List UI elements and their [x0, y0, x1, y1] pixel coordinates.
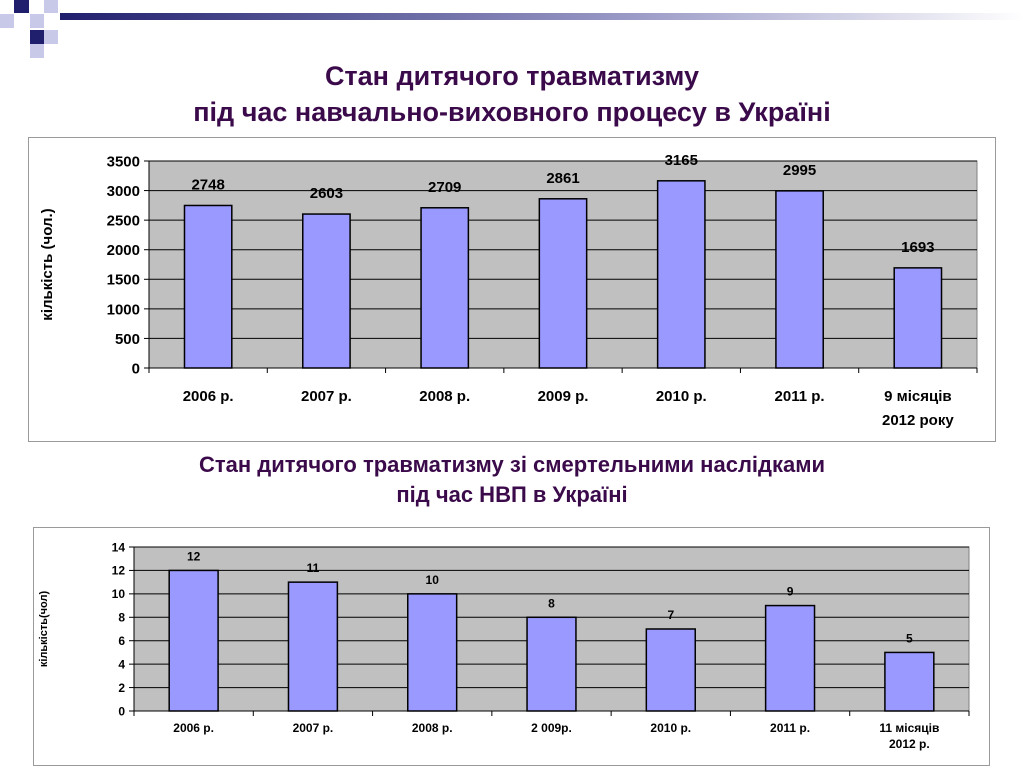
chart1-category-label: 2007 р. — [301, 388, 352, 405]
chart2-ytick-label: 6 — [118, 634, 125, 648]
chart2-bar — [645, 628, 696, 712]
chart1-ytick-label: 0 — [132, 360, 140, 377]
chart2-bar — [168, 569, 219, 712]
chart2-category-label: 2012 р. — [889, 737, 930, 751]
chart1-category-label: 2009 р. — [538, 388, 589, 405]
chart1-category-label: 2006 р. — [183, 388, 234, 405]
deco-square-7 — [30, 44, 44, 58]
chart2-category-label: 2 009р. — [531, 721, 572, 735]
chart1-bar — [302, 213, 351, 369]
chart2-data-label: 12 — [187, 549, 201, 563]
chart1-category-label: 2008 р. — [419, 388, 470, 405]
chart2-ytick-label: 2 — [118, 681, 125, 695]
chart2-svg: 0 2 4 6 8 10 12 14 12 2006 р. 11 2007 р. 10 2008 р. 8 2… — [38, 540, 970, 751]
chart1-bar — [420, 207, 470, 369]
chart2-data-label: 5 — [906, 631, 913, 645]
chart1-y-axis-label: кількість (чол.) — [39, 208, 56, 320]
chart1-ytick-label: 2000 — [107, 242, 140, 259]
chart2-panel: 0 2 4 6 8 10 12 14 12 2006 р. 11 2007 р. 10 2008 р. 8 2… — [33, 527, 990, 766]
chart2-data-label: 7 — [667, 608, 674, 622]
chart1-title: Стан дитячого травматизму під час навчал… — [0, 58, 1024, 130]
chart1-data-label: 2709 — [428, 179, 461, 196]
chart1-data-label: 2603 — [310, 185, 343, 202]
chart2-bar — [287, 581, 339, 712]
header-decoration — [0, 0, 1024, 58]
chart1-category-label: 2010 р. — [656, 388, 707, 405]
chart1-bar — [538, 198, 588, 369]
chart1-title-line-2: під час навчально-виховного процесу в Ук… — [193, 97, 831, 127]
chart2-title-line-1: Стан дитячого травматизму зі смертельним… — [198, 452, 826, 477]
chart2-bar — [407, 593, 458, 712]
chart2-ytick-label: 10 — [112, 587, 126, 601]
chart2-data-label: 9 — [787, 585, 794, 599]
chart2-title-line-2: під час НВП в Україні — [396, 482, 628, 507]
chart1-category-label: 2012 року — [882, 412, 954, 429]
chart2-title: Стан дитячого травматизму зі смертельним… — [0, 450, 1024, 510]
chart2-category-label: 2011 р. — [770, 721, 810, 735]
chart1-ytick-label: 3500 — [107, 153, 140, 170]
chart1-ytick-label: 3000 — [107, 183, 140, 200]
deco-square-2 — [44, 0, 58, 13]
chart2-data-label: 11 — [307, 561, 320, 575]
chart2-ytick-label: 4 — [118, 657, 125, 671]
chart1-bar — [656, 180, 706, 369]
chart2-ytick-label: 14 — [112, 540, 126, 554]
chart2-ytick-label: 0 — [118, 704, 125, 718]
chart1-category-label: 2011 р. — [775, 388, 825, 405]
chart2-bar — [526, 616, 577, 712]
chart1-data-label: 2995 — [783, 162, 816, 179]
chart2-data-label: 10 — [426, 573, 440, 587]
header-line — [60, 13, 1024, 20]
chart2-category-label: 11 місяців — [879, 721, 939, 735]
chart1-svg: 0 500 1000 1500 2000 2500 3000 3500 2748 2006 р. 2… — [39, 152, 978, 429]
deco-square-3 — [30, 14, 44, 28]
chart1-ytick-label: 500 — [115, 331, 140, 348]
chart1-bar — [893, 267, 943, 369]
chart1-ytick-label: 1000 — [107, 301, 140, 318]
chart1-data-label: 2748 — [191, 176, 224, 193]
chart1-data-label: 2861 — [546, 170, 579, 187]
chart2-data-label: 8 — [548, 596, 555, 610]
chart1-title-line-1: Стан дитячого травматизму — [324, 61, 700, 91]
chart2-ytick-label: 12 — [112, 564, 126, 578]
chart1-data-label: 1693 — [901, 239, 934, 256]
chart1-ytick-label: 1500 — [107, 272, 140, 289]
chart2-category-label: 2008 р. — [412, 721, 453, 735]
chart1-bar — [775, 190, 824, 369]
chart2-bar — [884, 651, 935, 712]
chart1-panel: 0 500 1000 1500 2000 2500 3000 3500 2748 2006 р. 2… — [28, 137, 996, 442]
chart1-data-label: 3165 — [665, 152, 698, 169]
chart1-ytick-label: 2500 — [107, 213, 140, 230]
chart2-bar — [764, 604, 816, 712]
chart2-category-label: 2010 р. — [650, 721, 691, 735]
chart1-bar — [183, 204, 233, 369]
chart2-category-label: 2006 р. — [173, 721, 214, 735]
deco-square-5 — [30, 30, 44, 44]
chart2-y-axis-label: кількість(чол) — [38, 591, 50, 668]
deco-square-4 — [0, 14, 14, 28]
chart2-category-label: 2007 р. — [293, 721, 334, 735]
deco-square-6 — [44, 30, 58, 44]
deco-square-1 — [14, 0, 29, 13]
chart2-ytick-label: 8 — [118, 611, 125, 625]
chart1-category-label: 9 місяців — [884, 388, 951, 405]
